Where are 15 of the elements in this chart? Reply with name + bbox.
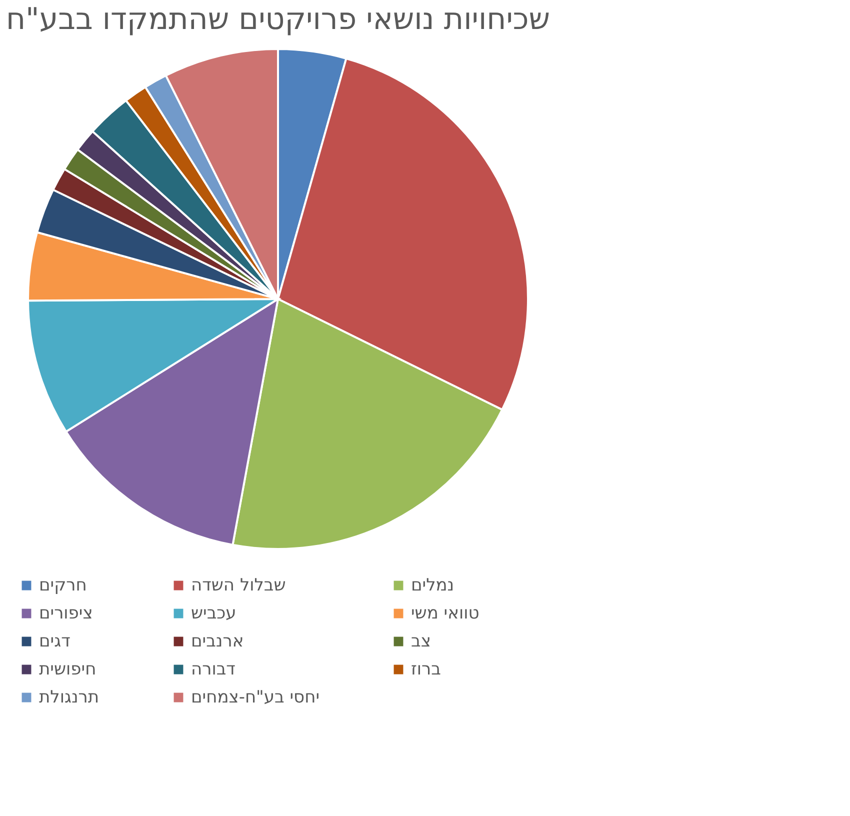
legend-label: צב bbox=[411, 632, 431, 652]
legend-label: דבורה bbox=[191, 660, 236, 680]
legend-label: תרנגולת bbox=[39, 688, 100, 708]
legend-label: ארנבים bbox=[191, 632, 244, 652]
legend-label: עכביש bbox=[191, 604, 236, 624]
legend-label: שבלול השדה bbox=[191, 576, 286, 596]
legend-label: ברוז bbox=[411, 660, 442, 680]
legend-label: טוואי משי bbox=[411, 604, 480, 624]
legend-label: חרקים bbox=[39, 576, 87, 596]
legend-label: חיפושית bbox=[39, 660, 96, 680]
legend-label: נמלים bbox=[411, 576, 454, 596]
chart-title: שכיחויות נושאי פרויקטים שהתמקדו בבע"ח bbox=[6, 2, 550, 37]
legend-label: יחסי בע"ח-צמחים bbox=[191, 688, 320, 708]
legend-label: דגים bbox=[39, 632, 70, 652]
legend-label: ציפורים bbox=[39, 604, 93, 624]
